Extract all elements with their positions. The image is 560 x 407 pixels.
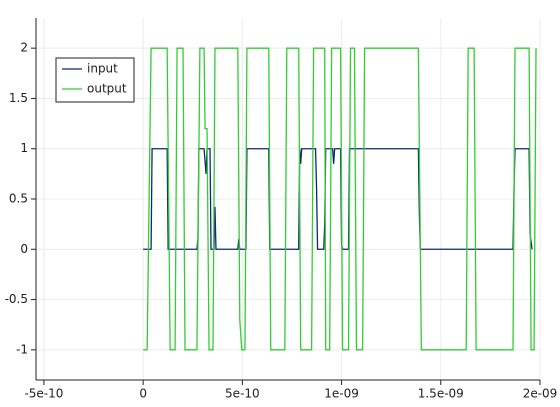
x-tick-label: 1e-09 xyxy=(324,387,359,401)
y-tick-label: 0.5 xyxy=(9,192,28,206)
legend-box xyxy=(55,57,135,103)
legend-label: output xyxy=(87,82,127,96)
y-tick-label: 1 xyxy=(20,141,28,155)
y-tick-label: 0 xyxy=(20,242,28,256)
x-tick-label: -5e-10 xyxy=(24,387,63,401)
x-tick-label: 1.5e-09 xyxy=(418,387,464,401)
y-tick-label: 1.5 xyxy=(9,91,28,105)
x-tick-label: 2e-09 xyxy=(523,387,558,401)
x-tick-label: 5e-10 xyxy=(225,387,260,401)
y-tick-label: -1 xyxy=(16,342,28,356)
y-tick-label: 2 xyxy=(20,41,28,55)
series-line xyxy=(143,148,533,250)
x-tick-label: 0 xyxy=(139,387,147,401)
legend-label: input xyxy=(87,62,118,76)
y-tick-label: -0.5 xyxy=(5,292,28,306)
series-line xyxy=(143,47,537,351)
